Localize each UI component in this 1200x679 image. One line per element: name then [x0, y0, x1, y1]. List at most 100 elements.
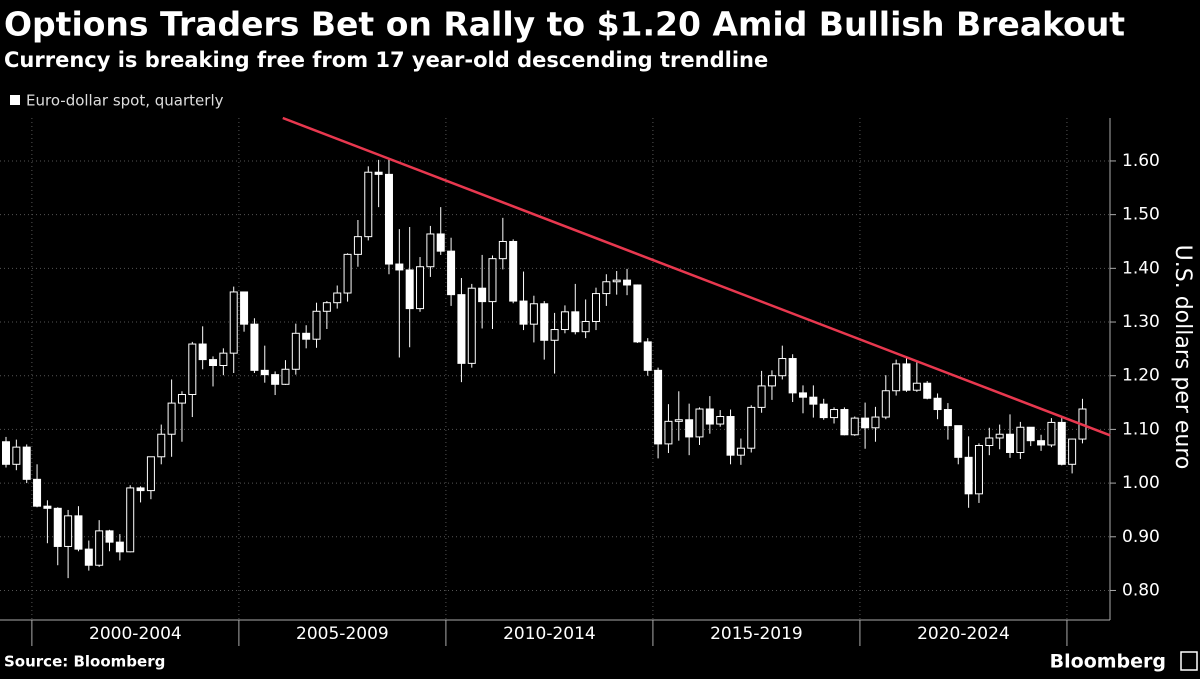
- brand-icon: [1180, 651, 1198, 671]
- candle-body: [447, 250, 456, 296]
- candle-body: [861, 417, 870, 429]
- source: Source: Bloomberg: [4, 653, 165, 671]
- candle-body: [685, 419, 694, 438]
- candle-body: [540, 303, 549, 341]
- candle-body: [767, 375, 776, 387]
- y-tick-label: 0.80: [1122, 580, 1160, 600]
- candle-body: [353, 236, 362, 255]
- y-tick-label: 1.40: [1122, 258, 1160, 278]
- x-tick-label: 2005-2009: [296, 624, 389, 644]
- candle-body: [840, 409, 849, 436]
- candle-body: [1068, 438, 1077, 465]
- candle-body: [674, 419, 683, 422]
- y-tick-label: 1.30: [1122, 312, 1160, 332]
- candle-body: [1006, 433, 1015, 453]
- candle-body: [809, 396, 818, 405]
- candle-body: [115, 541, 124, 553]
- candle-body: [498, 240, 507, 260]
- candle-body: [571, 311, 580, 333]
- candle-body: [788, 358, 797, 394]
- candle-body: [84, 548, 93, 566]
- candle-body: [881, 390, 890, 418]
- candle-body: [436, 233, 445, 252]
- x-tick-label: 2010-2014: [503, 624, 596, 644]
- candle-body: [726, 416, 735, 456]
- candle-body: [64, 515, 73, 547]
- candle-body: [167, 402, 176, 435]
- candle-body: [964, 456, 973, 495]
- candle-body: [695, 408, 704, 438]
- candle-body: [830, 409, 839, 419]
- x-tick-label: 2020-2024: [917, 624, 1010, 644]
- candle-body: [291, 332, 300, 370]
- legend-label: Euro-dollar spot, quarterly: [26, 92, 224, 110]
- candle-body: [623, 279, 632, 286]
- candle-body: [716, 416, 725, 425]
- candle-body: [177, 394, 186, 404]
- candle-body: [384, 173, 393, 265]
- candle-body: [612, 279, 621, 283]
- brand: Bloomberg: [1050, 651, 1166, 673]
- y-axis-label: U.S. dollars per euro: [1170, 245, 1195, 470]
- candle-body: [416, 266, 425, 310]
- y-tick-label: 1.20: [1122, 366, 1160, 386]
- candle-body: [395, 263, 404, 271]
- candle-body: [105, 530, 114, 543]
- candle-body: [995, 433, 1004, 439]
- candle-body: [643, 341, 652, 371]
- candle-body: [602, 281, 611, 295]
- candle-body: [488, 258, 497, 303]
- candle-body: [799, 392, 808, 398]
- candle-body: [985, 437, 994, 447]
- x-tick-label: 2015-2019: [710, 624, 803, 644]
- candle-body: [550, 329, 559, 341]
- candle-body: [2, 441, 11, 465]
- candle-body: [591, 293, 600, 322]
- candle-body: [778, 358, 787, 377]
- candle-body: [1037, 440, 1046, 446]
- x-tick-label: 2000-2004: [89, 624, 182, 644]
- candle-body: [850, 417, 859, 436]
- candle-body: [974, 445, 983, 495]
- candle-body: [1057, 421, 1066, 465]
- candle-body: [198, 343, 207, 361]
- candle-body: [560, 311, 569, 331]
- candle-body: [871, 416, 880, 429]
- candle-body: [126, 487, 135, 553]
- candle-body: [229, 291, 238, 354]
- candle-body: [757, 385, 766, 408]
- candle-body: [22, 446, 31, 480]
- candle-body: [312, 310, 321, 340]
- y-tick-label: 1.00: [1122, 473, 1160, 493]
- candle-body: [1047, 421, 1056, 446]
- candle-body: [271, 374, 280, 385]
- candle-body: [633, 284, 642, 343]
- candle-body: [943, 409, 952, 427]
- candle-body: [188, 343, 197, 396]
- candle-body: [333, 292, 342, 304]
- candle-body: [892, 363, 901, 392]
- candle-body: [426, 233, 435, 268]
- candle-body: [250, 323, 259, 371]
- candle-body: [705, 408, 714, 425]
- y-tick-label: 0.90: [1122, 527, 1160, 547]
- candle-body: [912, 382, 921, 391]
- candle-body: [1016, 426, 1025, 453]
- candle-body: [157, 433, 166, 458]
- y-tick-label: 1.10: [1122, 419, 1160, 439]
- candle-body: [581, 320, 590, 333]
- candle-body: [343, 253, 352, 294]
- candle-body: [467, 287, 476, 364]
- y-tick-label: 1.50: [1122, 205, 1160, 225]
- candle-body: [819, 403, 828, 419]
- candle-body: [736, 447, 745, 456]
- candle-body: [374, 171, 383, 175]
- candle-body: [654, 369, 663, 445]
- candle-body: [529, 303, 538, 325]
- candle-body: [1026, 426, 1035, 442]
- candle-body: [664, 420, 673, 445]
- candle-body: [519, 300, 528, 325]
- candle-body: [457, 294, 466, 364]
